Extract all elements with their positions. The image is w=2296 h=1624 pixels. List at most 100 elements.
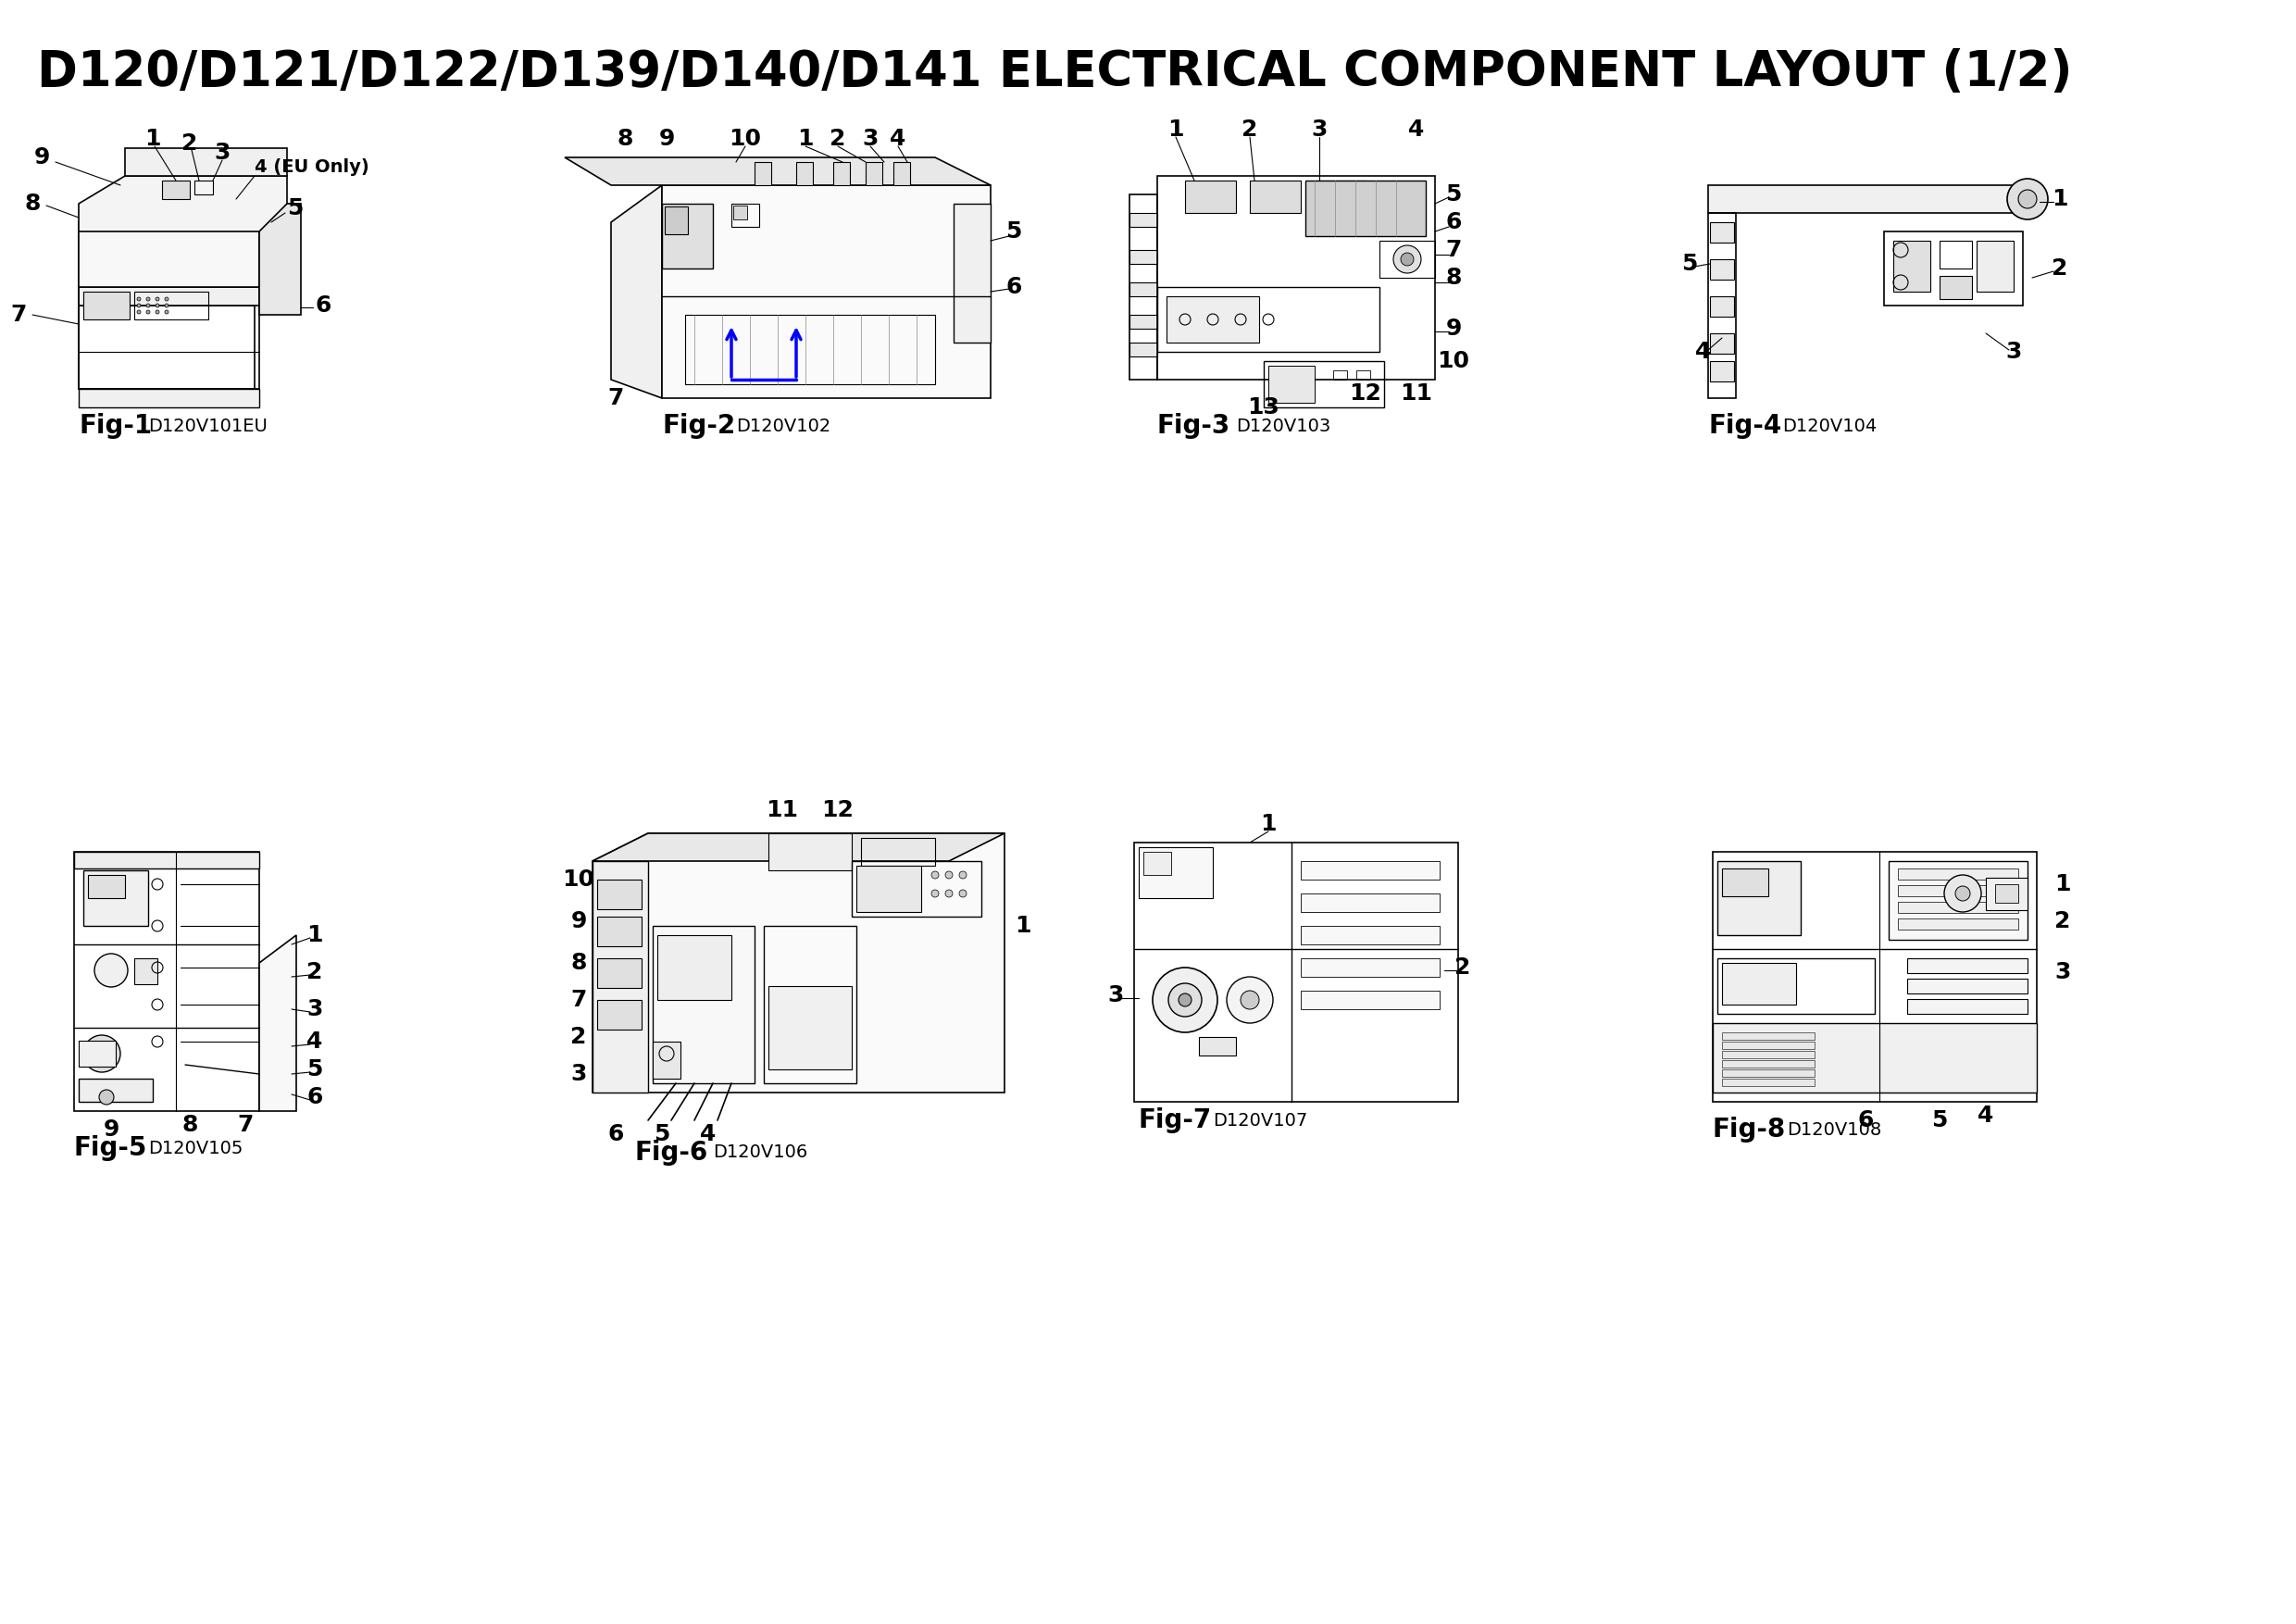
Circle shape: [2007, 179, 2048, 219]
Circle shape: [1956, 887, 1970, 901]
Text: 2: 2: [1242, 119, 1258, 141]
Bar: [684, 315, 934, 385]
Bar: [1717, 958, 1876, 1013]
Text: 6: 6: [608, 1124, 625, 1145]
Text: 6: 6: [308, 1086, 324, 1108]
Bar: [893, 162, 909, 185]
Bar: [755, 162, 771, 185]
Bar: [1717, 861, 1800, 935]
Text: 6: 6: [1446, 211, 1463, 234]
Text: 1: 1: [1261, 814, 1277, 835]
Bar: [1908, 958, 2027, 973]
Bar: [1899, 919, 2018, 929]
Bar: [1885, 232, 2023, 305]
Bar: [1157, 287, 1380, 352]
Polygon shape: [1185, 180, 1235, 213]
Bar: [1130, 315, 1157, 328]
Circle shape: [1945, 875, 1981, 913]
Circle shape: [165, 310, 168, 313]
Text: 2: 2: [829, 128, 845, 149]
Bar: [1722, 1033, 1814, 1039]
Text: Fig-2: Fig-2: [661, 412, 735, 438]
Bar: [1130, 213, 1157, 227]
Polygon shape: [1306, 180, 1426, 235]
Text: Fig-5: Fig-5: [73, 1135, 147, 1161]
Text: D120V107: D120V107: [1212, 1111, 1306, 1129]
Circle shape: [147, 304, 149, 307]
Text: 5: 5: [1006, 221, 1022, 242]
Text: 11: 11: [767, 799, 799, 822]
Bar: [1711, 222, 1733, 242]
Bar: [1894, 240, 1931, 292]
Circle shape: [147, 297, 149, 300]
Bar: [1380, 240, 1435, 278]
Bar: [133, 958, 158, 984]
Circle shape: [1226, 976, 1272, 1023]
Bar: [83, 870, 149, 926]
Circle shape: [99, 1090, 115, 1104]
Bar: [1302, 958, 1440, 976]
Bar: [856, 866, 921, 913]
Circle shape: [1240, 991, 1258, 1009]
Bar: [1986, 877, 2027, 909]
Bar: [1713, 1023, 2037, 1093]
Circle shape: [960, 890, 967, 896]
Bar: [1940, 276, 1972, 299]
Text: 5: 5: [654, 1124, 670, 1145]
Bar: [1977, 240, 2014, 292]
Bar: [1130, 343, 1157, 356]
Bar: [1722, 1051, 1814, 1059]
Bar: [1722, 1078, 1814, 1086]
Text: 9: 9: [659, 128, 675, 149]
Bar: [78, 287, 259, 388]
Bar: [1302, 926, 1440, 945]
Bar: [1713, 853, 2037, 1101]
Bar: [1995, 883, 2018, 903]
Text: 1: 1: [1169, 119, 1185, 141]
Bar: [1139, 848, 1212, 898]
Text: 7: 7: [572, 989, 588, 1012]
Polygon shape: [78, 175, 287, 232]
Text: 1: 1: [2055, 874, 2071, 895]
Circle shape: [946, 870, 953, 879]
Bar: [866, 162, 882, 185]
Bar: [78, 388, 259, 408]
Bar: [1722, 1041, 1814, 1049]
Circle shape: [1401, 253, 1414, 266]
Polygon shape: [565, 158, 990, 185]
Bar: [1708, 213, 1736, 398]
Polygon shape: [78, 195, 273, 305]
Text: 1: 1: [2053, 188, 2069, 209]
Bar: [1134, 843, 1458, 1101]
Text: 1: 1: [308, 924, 324, 947]
Polygon shape: [259, 935, 296, 1111]
Polygon shape: [592, 833, 1006, 1093]
Text: 3: 3: [572, 1064, 588, 1085]
Text: 5: 5: [1931, 1109, 1947, 1132]
Text: 7: 7: [236, 1114, 253, 1137]
Bar: [953, 203, 990, 343]
Bar: [1711, 361, 1733, 382]
Text: 1: 1: [797, 128, 813, 149]
Bar: [133, 292, 209, 320]
Text: 1: 1: [145, 128, 161, 149]
Bar: [597, 916, 641, 947]
Bar: [852, 861, 980, 916]
Text: 3: 3: [863, 128, 879, 149]
Bar: [73, 853, 259, 869]
Text: 8: 8: [25, 193, 41, 214]
Bar: [163, 180, 191, 200]
Text: 3: 3: [2055, 961, 2071, 983]
Text: 12: 12: [822, 799, 854, 822]
Bar: [597, 1000, 641, 1030]
Text: D120V106: D120V106: [712, 1143, 808, 1161]
Bar: [1334, 370, 1348, 380]
Text: 7: 7: [11, 304, 28, 326]
Bar: [1908, 979, 2027, 994]
Bar: [83, 292, 129, 320]
Text: Fig-1: Fig-1: [78, 412, 152, 438]
Text: 3: 3: [2007, 341, 2023, 362]
Text: Fig-6: Fig-6: [634, 1140, 707, 1166]
Text: Fig-8: Fig-8: [1713, 1117, 1786, 1143]
Circle shape: [165, 304, 168, 307]
